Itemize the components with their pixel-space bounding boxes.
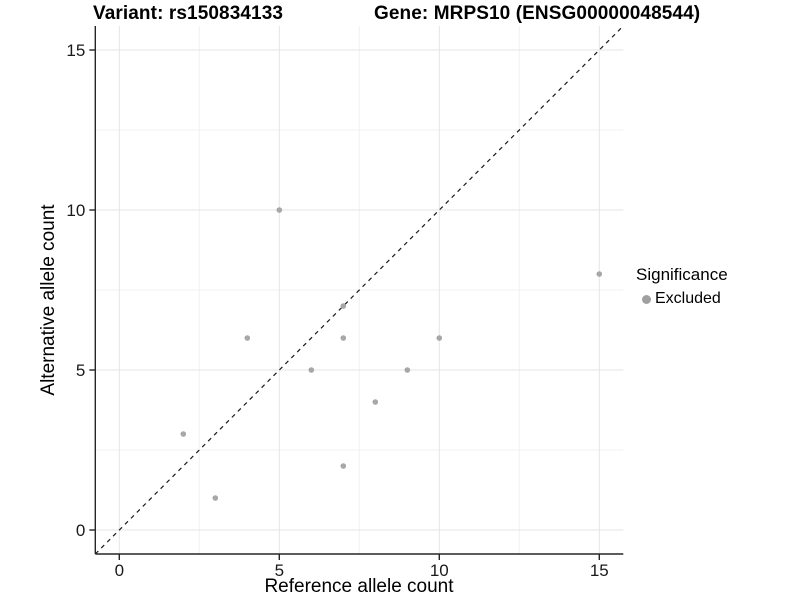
data-point <box>244 335 251 341</box>
identity-line <box>94 25 624 555</box>
legend-title: Significance <box>636 265 728 284</box>
plot-title-variant: Variant: rs150834133 <box>93 3 284 24</box>
y-tick-label: 15 <box>66 41 85 60</box>
data-point <box>340 463 347 469</box>
data-point <box>404 367 411 373</box>
data-point <box>596 271 603 277</box>
legend-item-excluded: Excluded <box>642 290 728 308</box>
x-tick-label: 10 <box>430 561 449 580</box>
x-axis-ticks: 0 5 10 15 <box>115 554 609 580</box>
grid-minor <box>95 26 624 554</box>
plot-title-gene: Gene: MRPS10 (ENSG00000048544) <box>374 3 701 24</box>
x-tick-label: 0 <box>115 561 124 580</box>
y-axis-ticks: 0 5 10 15 <box>66 41 96 540</box>
y-tick-label: 0 <box>76 521 85 540</box>
data-point <box>372 399 379 405</box>
data-point <box>276 207 283 213</box>
y-tick-label: 10 <box>66 201 85 220</box>
y-tick-label: 5 <box>76 361 85 380</box>
x-tick-label: 5 <box>275 561 284 580</box>
legend: Significance Excluded <box>636 265 728 308</box>
data-point <box>180 431 187 437</box>
legend-point-icon <box>642 294 651 304</box>
grid-major <box>95 26 624 554</box>
axis-lines <box>94 26 624 555</box>
data-point <box>340 303 347 309</box>
data-point <box>436 335 443 341</box>
legend-item-label: Excluded <box>655 290 721 307</box>
points-excluded <box>180 207 603 501</box>
x-axis-title: Reference allele count <box>264 576 454 597</box>
x-tick-label: 15 <box>590 561 609 580</box>
data-point <box>308 367 315 373</box>
data-point <box>212 495 219 501</box>
data-point <box>340 335 347 341</box>
y-axis-title: Alternative allele count <box>38 204 59 396</box>
